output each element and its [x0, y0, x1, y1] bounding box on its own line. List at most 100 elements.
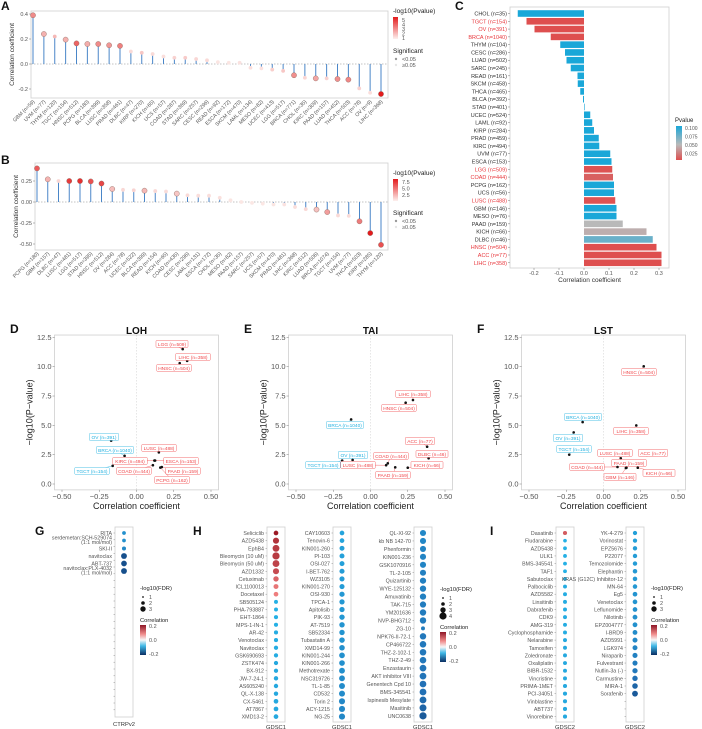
drug-dot [419, 561, 427, 568]
drug-dot [632, 690, 638, 697]
drug-dot [273, 645, 279, 650]
drug-dot [632, 675, 638, 682]
scatter-point [572, 431, 575, 434]
drug-label: ABT-737 [91, 562, 112, 568]
color-legend-tick: 4 [402, 23, 405, 29]
panel-letter-D: D [10, 322, 19, 336]
size-legend-dot [441, 602, 445, 606]
color-legend-title: -log10(Pvalue) [393, 8, 435, 15]
pvalue-legend-title: Pvalue [675, 118, 694, 124]
drug-label: AZD5438 [531, 546, 553, 552]
point-label-box [326, 421, 364, 429]
drug-label: P22077 [605, 554, 623, 560]
drug-dot [632, 614, 638, 620]
lollipop-point [313, 206, 320, 213]
drug-label: XMD14-99 [305, 646, 330, 652]
lollipop-point [161, 54, 166, 59]
scatter-chart-F: LST −0.50 −0.25 0.00 0.25 0.50 0.0 2.5 5.0 7.5 10.… [492, 326, 686, 511]
drug-dot [339, 599, 345, 605]
lollipop-point [66, 178, 73, 184]
bar [584, 204, 617, 212]
drug-label: AZD5438 [242, 539, 264, 545]
size-legend-label: 3 [660, 607, 663, 613]
category-label: READ (n=161) [471, 74, 507, 80]
drug-dot [339, 576, 345, 582]
drug-dot [339, 667, 345, 674]
drug-label: Amuvatinib [385, 595, 411, 601]
drug-dot [632, 683, 638, 689]
category-label: PRAD (n=459) [471, 136, 507, 142]
point-label: ACC (n=77) [407, 439, 433, 445]
scatter-point [406, 466, 410, 469]
drug-label: MPS-1-IN-1 [236, 623, 264, 629]
x-tick-label: 0.3 [655, 271, 663, 277]
column-label: GDSC2 [555, 725, 575, 729]
drug-dot [419, 601, 427, 608]
drug-label: OSI-027 [310, 562, 330, 568]
drug-dot [632, 561, 638, 566]
y-tick-label: 0.0 [508, 480, 518, 489]
scatter-point [384, 463, 388, 467]
lollipop-point [150, 52, 155, 56]
drug-dot [273, 630, 279, 635]
size-legend-dot [652, 601, 656, 605]
point-label: LIHC (n=358) [617, 429, 646, 435]
drug-label: CAY10603 [305, 531, 330, 537]
lollipop-point [237, 60, 242, 65]
category-label: STAD (n=401) [472, 105, 507, 111]
lollipop-point [183, 55, 188, 60]
drug-label: ULK1 [540, 554, 553, 560]
drug-dot [273, 653, 279, 658]
point-label: ESCA (n=153) [166, 459, 197, 465]
scatter-point [634, 424, 638, 427]
point-label: OV (n=391) [556, 436, 581, 442]
point-label: LIHC (n=358) [179, 355, 208, 361]
point-label: LGG (n=509) [158, 342, 187, 348]
drug-dot [632, 538, 638, 543]
x-tick-label: 0.0 [580, 271, 588, 277]
point-label-box [74, 467, 110, 475]
dot-column-H-3: QL-XI-92 kb NB 142-70 Phenformin KIN001-236… [367, 526, 433, 729]
lollipop-point [121, 187, 125, 192]
panel-letter-E: E [244, 322, 252, 336]
drug-label: Leflunomide [594, 608, 623, 614]
bar-chart-C: CHOL (n=35)TGCT (n=154) OV (n=391) BRCA (n… [468, 6, 698, 284]
drug-dot [272, 537, 280, 544]
lollipop-point [62, 36, 69, 43]
drug-dot [563, 630, 567, 635]
drug-label: KIN001-270 [302, 585, 330, 591]
point-label: DLBC (n=46) [418, 452, 447, 458]
drug-label: AMG-319 [530, 623, 553, 629]
x-tick-label: 0.2 [630, 271, 638, 277]
lollipop-point [172, 55, 177, 60]
lollipop-point [205, 58, 209, 63]
drug-dot [273, 698, 279, 704]
drug-label: Zoledronate [525, 653, 553, 659]
category-label: GBM (n=146) [474, 206, 507, 212]
drug-label: Torin 2 [314, 699, 330, 705]
drug-label: LGK974 [604, 646, 623, 652]
category-label: ESCA (n=153) [472, 160, 507, 166]
y-tick-label: 0.0 [20, 62, 28, 68]
drug-dot [563, 676, 567, 681]
drug-dot [419, 609, 427, 616]
scatter-point [181, 347, 184, 351]
drug-label: Nutlin-3a (-) [595, 669, 623, 675]
x-tick-label: 0.1 [605, 271, 613, 277]
drug-label: navitoclax:PLX-4032 (1:1 mol/mol) [63, 566, 112, 577]
drug-label: EPZ5676 [601, 546, 623, 552]
category-label: TGCT (n=154) [471, 19, 507, 25]
drug-dot [632, 591, 638, 597]
point-label: ACC (n=77) [640, 451, 666, 457]
bar [584, 243, 657, 251]
drug-label: UNC0638 [388, 714, 411, 720]
column-frame [413, 526, 433, 723]
bar [584, 173, 613, 181]
drug-dot [419, 537, 427, 545]
point-label-box [569, 463, 605, 471]
category-label: MESO (n=76) [473, 214, 507, 220]
point-label: LUSC (n=488) [144, 446, 175, 452]
